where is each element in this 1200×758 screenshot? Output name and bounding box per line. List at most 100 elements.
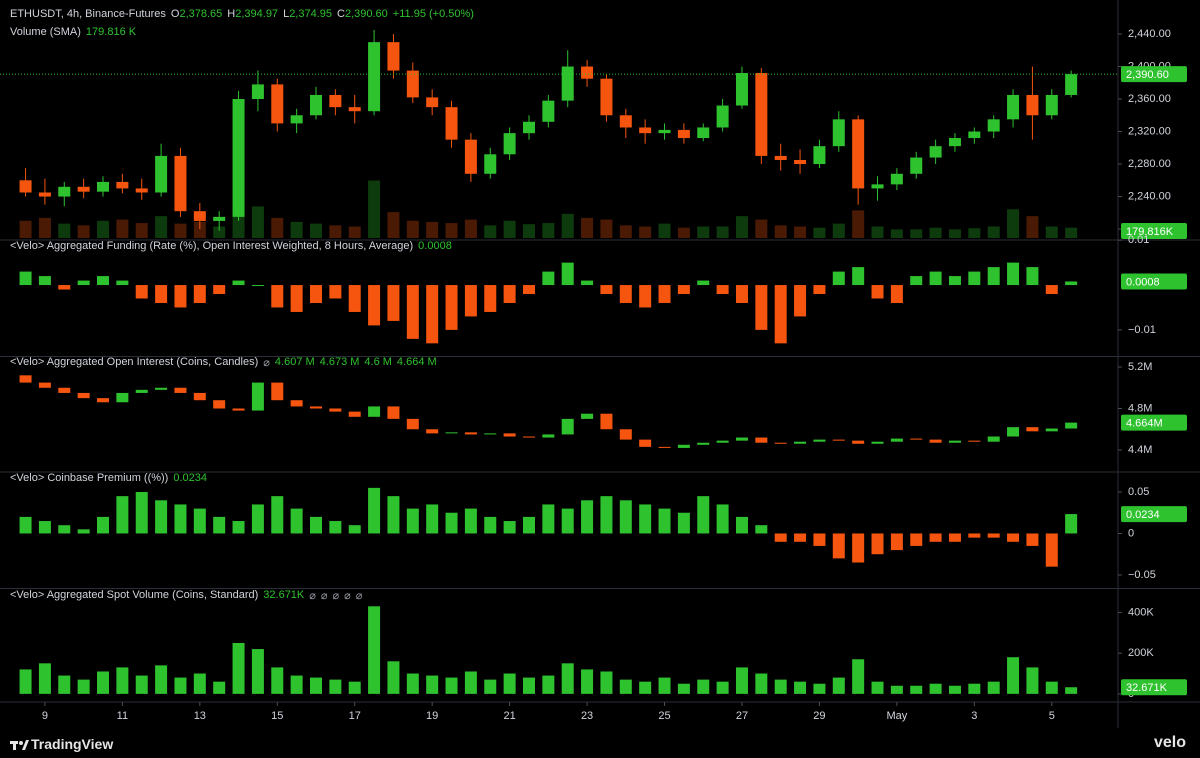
candle-body bbox=[735, 73, 748, 106]
bar bbox=[929, 533, 942, 542]
candle-body bbox=[755, 437, 768, 443]
bar bbox=[619, 285, 632, 303]
ohlc-key: H bbox=[227, 8, 236, 20]
bar bbox=[1026, 533, 1039, 546]
candle-body bbox=[58, 186, 71, 197]
bar bbox=[929, 271, 942, 286]
bar bbox=[309, 516, 322, 534]
bar bbox=[968, 533, 981, 538]
bar bbox=[445, 285, 458, 330]
volume-bar bbox=[929, 227, 942, 238]
legend-value: 0.0234 bbox=[173, 472, 207, 484]
bar bbox=[871, 533, 884, 555]
candle-body bbox=[38, 382, 51, 388]
bar bbox=[1045, 681, 1058, 694]
y-tick-label: 4.8M bbox=[1128, 402, 1152, 414]
bar bbox=[832, 271, 845, 286]
bar bbox=[329, 679, 342, 694]
volume-bar bbox=[677, 227, 690, 238]
candle-body bbox=[832, 439, 845, 441]
bar bbox=[290, 675, 303, 694]
volume-title: Volume (SMA) bbox=[10, 26, 81, 38]
pane-legend: <Velo> Aggregated Spot Volume (Coins, St… bbox=[10, 589, 362, 602]
volume-bar bbox=[426, 221, 439, 238]
bar bbox=[38, 521, 51, 534]
bar bbox=[522, 677, 535, 694]
candle-body bbox=[135, 389, 148, 393]
candle-body bbox=[1065, 74, 1078, 95]
bar bbox=[561, 262, 574, 286]
x-tick-label: 9 bbox=[42, 710, 48, 722]
candle-body bbox=[542, 100, 555, 122]
x-tick-label: May bbox=[886, 710, 907, 722]
bar bbox=[774, 533, 787, 542]
bar bbox=[426, 504, 439, 534]
bar bbox=[581, 500, 594, 534]
legend-value: ⌀ bbox=[320, 590, 328, 602]
bar bbox=[445, 512, 458, 534]
bar bbox=[77, 529, 90, 534]
bar bbox=[1007, 262, 1020, 286]
bar bbox=[251, 504, 264, 534]
legend-title: <Velo> Aggregated Spot Volume (Coins, St… bbox=[10, 589, 259, 601]
bar bbox=[19, 271, 32, 286]
candle-body bbox=[193, 392, 206, 401]
candle-body bbox=[387, 42, 400, 71]
candle-body bbox=[232, 408, 245, 411]
candle-body bbox=[813, 439, 826, 442]
bar bbox=[426, 675, 439, 694]
volume-bar bbox=[309, 223, 322, 238]
bar bbox=[406, 508, 419, 534]
bar bbox=[658, 285, 671, 303]
candle-body bbox=[794, 159, 807, 165]
candle-body bbox=[174, 155, 187, 212]
x-tick-label: 13 bbox=[194, 710, 206, 722]
candle-body bbox=[1026, 427, 1039, 432]
volume-bar bbox=[755, 219, 768, 238]
bar bbox=[368, 606, 381, 694]
bar bbox=[309, 285, 322, 303]
candle-body bbox=[581, 413, 594, 419]
value-tag: 0.0234 bbox=[1126, 509, 1160, 521]
bar bbox=[193, 673, 206, 694]
bar bbox=[271, 285, 284, 308]
bar bbox=[348, 285, 361, 312]
candle-body bbox=[677, 129, 690, 139]
pane-legend: ETHUSDT, 4h, Binance-Futures O2,378.65 H2,… bbox=[10, 8, 474, 20]
bar bbox=[658, 677, 671, 694]
y-tick-label: 200K bbox=[1128, 647, 1154, 659]
value-tag: 2,390.60 bbox=[1126, 69, 1169, 81]
bar bbox=[522, 285, 535, 295]
legend-value: 4.6 M bbox=[364, 356, 392, 368]
volume-bar bbox=[561, 213, 574, 238]
volume-bar bbox=[910, 229, 923, 238]
bar bbox=[387, 496, 400, 534]
volume-bar bbox=[832, 223, 845, 238]
volume-bar bbox=[445, 223, 458, 238]
candle-body bbox=[697, 127, 710, 139]
ohlc-key: O bbox=[170, 8, 180, 20]
volume-bar bbox=[658, 223, 671, 238]
candle-body bbox=[639, 439, 652, 447]
bar bbox=[251, 285, 264, 287]
candle-body bbox=[97, 398, 110, 403]
candle-body bbox=[19, 375, 32, 383]
candle-body bbox=[1045, 94, 1058, 116]
candle-body bbox=[464, 139, 477, 174]
ohlc-value: 2,378.65 bbox=[179, 8, 223, 20]
value-tag: 32.671K bbox=[1126, 682, 1168, 694]
bar bbox=[561, 663, 574, 694]
candle-body bbox=[309, 406, 322, 409]
bar bbox=[1026, 667, 1039, 694]
bar bbox=[77, 280, 90, 286]
ohlc-value: 2,394.97 bbox=[235, 8, 279, 20]
bar bbox=[116, 280, 129, 286]
volume-bar bbox=[484, 225, 497, 238]
volume-tag: 179.816K bbox=[1126, 226, 1174, 238]
volume-bar bbox=[77, 225, 90, 238]
volume-bar bbox=[522, 224, 535, 238]
volume-bar bbox=[19, 220, 32, 238]
value-tag-bg bbox=[1121, 414, 1187, 431]
ohlc-value: 2,374.95 bbox=[289, 8, 333, 20]
ohlc-item: O2,378.65 bbox=[171, 8, 222, 20]
